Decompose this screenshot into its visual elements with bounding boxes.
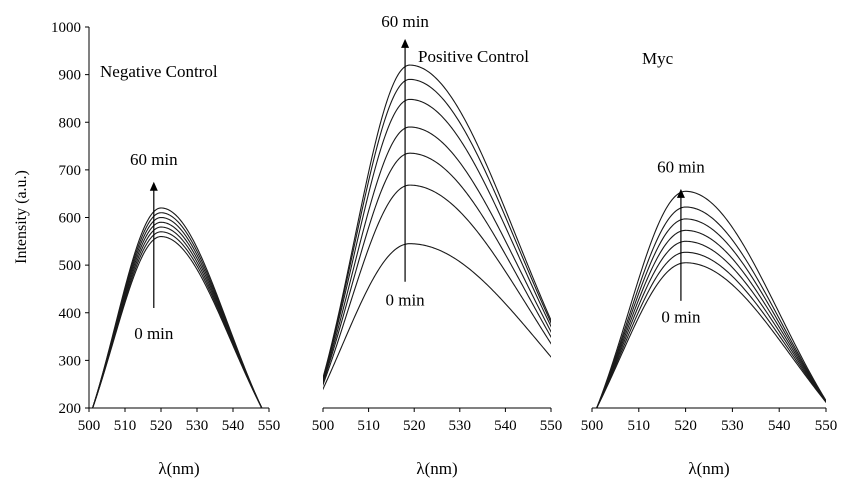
spectrum-line-4 — [323, 126, 551, 383]
spectrum-line-5 — [596, 218, 826, 408]
y-tick-label: 1000 — [51, 20, 81, 36]
panel-3: 500 510 520 530 540 550 λ(nm) Myc 60 min 0 min — [581, 49, 838, 478]
spectrum-line-5 — [323, 98, 551, 382]
x-tick-label: 550 — [540, 418, 563, 434]
spectrum-line-1 — [323, 243, 551, 391]
annotation-top: 60 min — [381, 12, 429, 31]
spectrum-line-2 — [323, 184, 551, 387]
x-tick-label: 500 — [581, 418, 604, 434]
x-tick-label: 540 — [494, 418, 517, 434]
x-tick-label: 530 — [449, 418, 472, 434]
spectrum-line-1 — [596, 262, 826, 408]
x-axis-label: λ(nm) — [416, 459, 457, 478]
x-tick-label: 500 — [78, 418, 101, 434]
x-tick-label: 540 — [222, 418, 245, 434]
spectrum-line-7 — [92, 207, 263, 408]
y-tick-label: 400 — [59, 306, 82, 322]
annotation-top: 60 min — [657, 157, 705, 176]
spectrum-line-6 — [596, 206, 826, 408]
annotation-bottom: 0 min — [661, 307, 701, 326]
spectrum-line-2 — [92, 231, 263, 408]
x-axis-label: λ(nm) — [158, 459, 199, 478]
annotation-top: 60 min — [130, 150, 178, 169]
spectrum-line-1 — [92, 235, 263, 408]
x-tick-label: 520 — [150, 418, 173, 434]
y-tick-label: 900 — [59, 68, 82, 84]
spectrum-line-3 — [92, 226, 263, 408]
arrow-head-icon — [401, 38, 410, 48]
spectrum-line-2 — [596, 251, 826, 408]
spectrum-line-7 — [323, 64, 551, 380]
x-tick-label: 540 — [768, 418, 791, 434]
panel-2: 500 510 520 530 540 550 λ(nm) Positive Control 6… — [312, 12, 563, 478]
y-tick-label: 300 — [59, 353, 82, 369]
x-tick-label: 500 — [312, 418, 335, 434]
x-tick-label: 520 — [674, 418, 697, 434]
spectrum-line-3 — [323, 152, 551, 385]
y-tick-label: 700 — [59, 163, 82, 179]
spectrum-line-6 — [92, 212, 263, 408]
panel-title: Myc — [642, 49, 674, 68]
spectrum-line-7 — [596, 190, 826, 408]
arrow-head-icon — [149, 181, 158, 191]
x-tick-label: 510 — [114, 418, 137, 434]
spectrum-line-5 — [92, 216, 263, 408]
y-axis-label: Intensity (a.u.) — [13, 170, 30, 264]
x-tick-label: 530 — [721, 418, 744, 434]
spectrum-line-6 — [323, 78, 551, 381]
x-tick-label: 520 — [403, 418, 426, 434]
panel-title: Negative Control — [100, 62, 218, 81]
y-tick-label: 500 — [59, 258, 82, 274]
spectrum-line-3 — [596, 240, 826, 408]
spectrum-line-4 — [92, 221, 263, 408]
x-axis-label: λ(nm) — [688, 459, 729, 478]
x-tick-label: 510 — [628, 418, 651, 434]
spectrum-line-4 — [596, 229, 826, 408]
annotation-bottom: 0 min — [134, 324, 174, 343]
panel-title: Positive Control — [418, 47, 529, 66]
x-tick-label: 550 — [815, 418, 838, 434]
x-tick-label: 530 — [186, 418, 209, 434]
panel-1: 200 300 400 500 600 700 800 900 1000 500 510 520 530… — [51, 20, 280, 478]
x-tick-label: 510 — [357, 418, 380, 434]
x-tick-label: 550 — [258, 418, 281, 434]
y-tick-label: 800 — [59, 115, 82, 131]
annotation-bottom: 0 min — [385, 291, 425, 310]
y-tick-label: 200 — [59, 401, 82, 417]
y-tick-label: 600 — [59, 211, 82, 227]
arrow-head-icon — [676, 188, 685, 198]
